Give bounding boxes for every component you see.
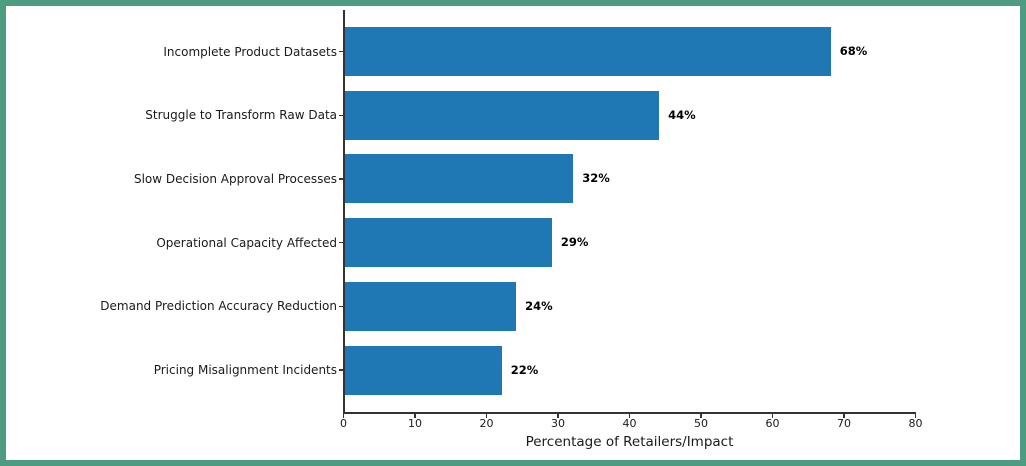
bar bbox=[344, 27, 831, 76]
x-axis-tick bbox=[771, 413, 774, 418]
x-axis-tick bbox=[342, 413, 345, 418]
x-axis-tick bbox=[700, 413, 702, 418]
value-label: 68% bbox=[839, 44, 868, 58]
category-label: Slow Decision Approval Processes bbox=[133, 171, 337, 186]
x-tick-label: 10 bbox=[408, 417, 422, 430]
x-tick-label: 70 bbox=[837, 417, 851, 430]
value-label: 32% bbox=[582, 171, 610, 186]
y-axis-tick bbox=[339, 178, 344, 180]
x-axis-label: Percentage of Retailers/Impact bbox=[525, 434, 734, 450]
category-label: Operational Capacity Affected bbox=[156, 235, 337, 250]
value-label: 29% bbox=[560, 235, 589, 250]
value-label: 22% bbox=[510, 362, 539, 377]
category-label: Pricing Misalignment Incidents bbox=[153, 363, 337, 377]
y-axis-tick bbox=[339, 369, 344, 371]
x-axis-tick bbox=[843, 413, 845, 418]
x-tick-label: 0 bbox=[340, 417, 347, 430]
x-tick-label: 60 bbox=[765, 417, 780, 430]
y-axis-tick bbox=[339, 50, 344, 53]
x-axis-tick bbox=[557, 413, 559, 418]
bar bbox=[344, 218, 552, 268]
x-tick-label: 80 bbox=[908, 417, 923, 430]
x-axis-tick bbox=[914, 413, 917, 418]
bar bbox=[344, 281, 517, 331]
x-axis-tick bbox=[414, 413, 416, 418]
category-label: Demand Prediction Accuracy Reduction bbox=[100, 299, 337, 314]
category-label: Incomplete Product Datasets bbox=[163, 44, 337, 59]
x-tick-label: 50 bbox=[694, 417, 708, 430]
y-axis-tick bbox=[339, 305, 344, 307]
y-axis-line bbox=[343, 10, 345, 413]
category-label: Struggle to Transform Raw Data bbox=[145, 108, 337, 123]
bar bbox=[344, 345, 502, 395]
y-axis-tick bbox=[339, 242, 344, 244]
x-axis-tick bbox=[628, 413, 631, 418]
bar bbox=[344, 90, 660, 140]
y-axis-tick bbox=[339, 114, 344, 116]
x-axis-line bbox=[343, 412, 916, 414]
value-label: 24% bbox=[525, 298, 553, 313]
bar bbox=[344, 154, 574, 204]
x-tick-label: 20 bbox=[479, 417, 494, 430]
x-tick-label: 30 bbox=[551, 417, 565, 430]
x-tick-label: 40 bbox=[622, 417, 637, 430]
x-axis-tick bbox=[485, 413, 488, 418]
value-label: 44% bbox=[668, 107, 696, 122]
